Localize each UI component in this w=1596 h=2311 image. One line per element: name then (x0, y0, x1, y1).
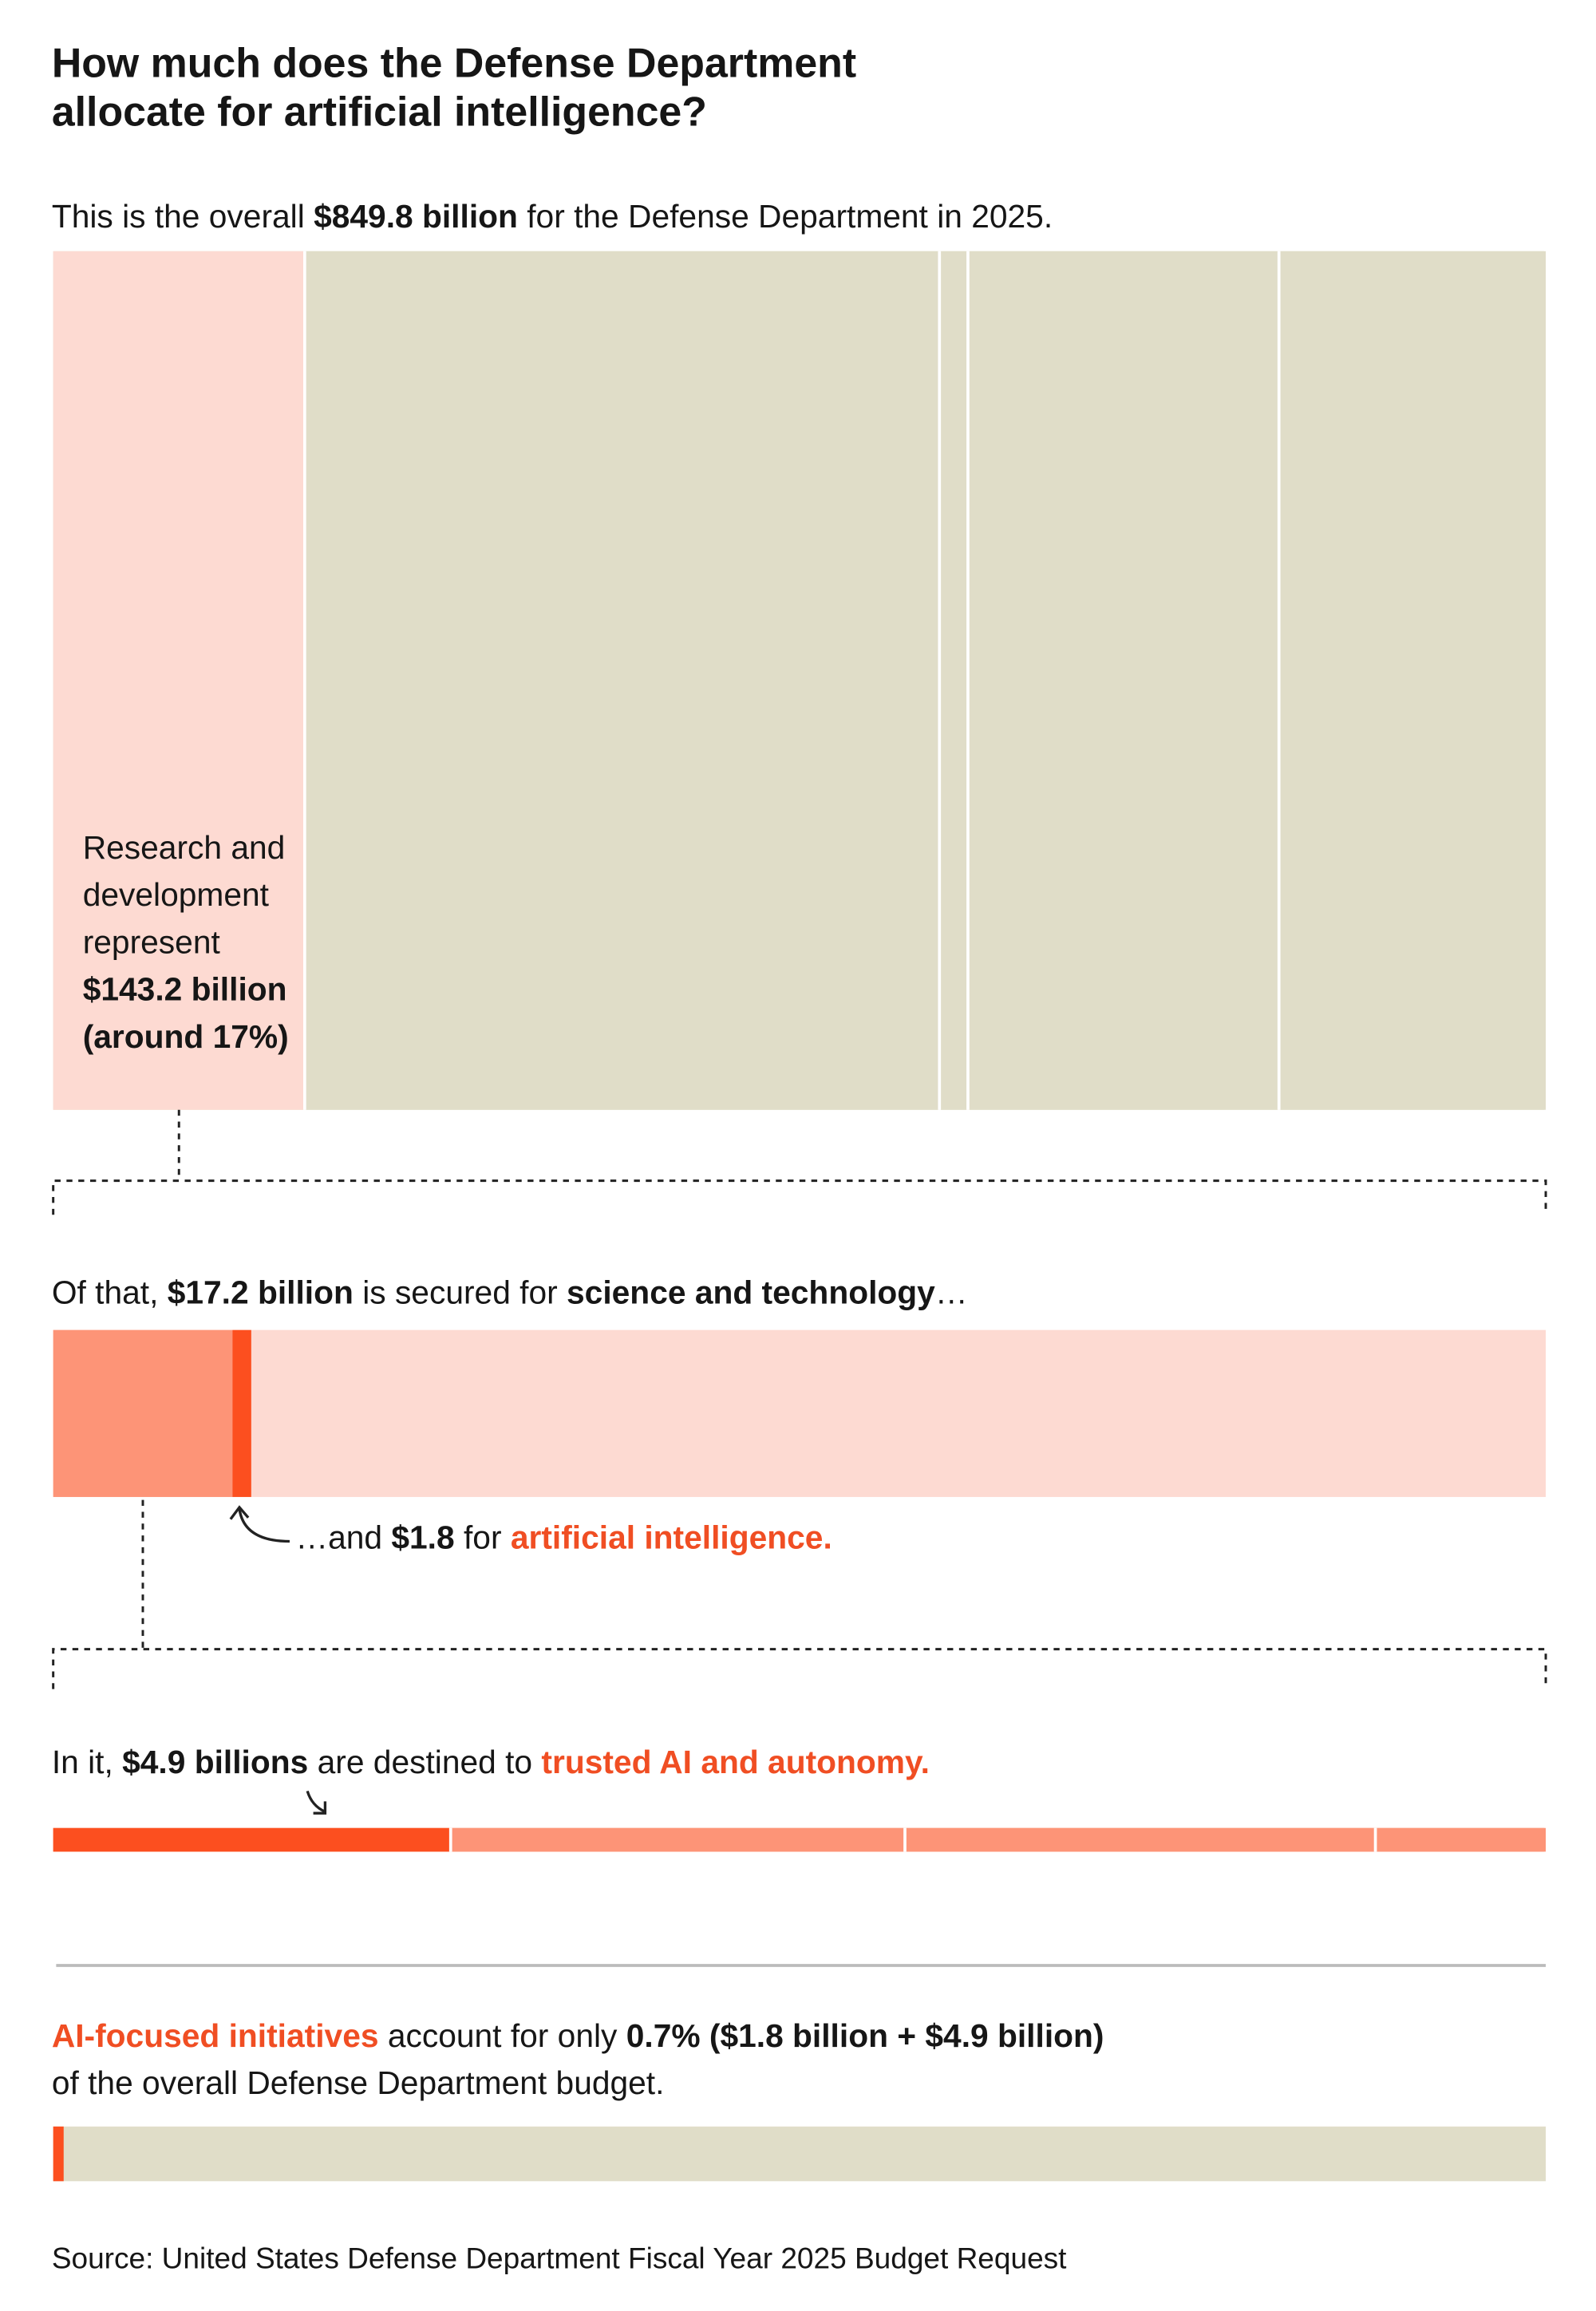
bar-segment (906, 1827, 1374, 1852)
text-run: development (83, 876, 270, 913)
text-run: account for only (379, 2017, 626, 2054)
text-run: of the overall Defense Department budget… (52, 2064, 665, 2101)
text-run: … (935, 1274, 968, 1310)
segment-label: (around 17%) (83, 1018, 289, 1055)
caption: AI-focused initiatives account for only … (52, 2017, 1104, 2054)
note-arrow (238, 1508, 290, 1543)
caption: of the overall Defense Department budget… (52, 2064, 665, 2101)
annotation: …and $1.8 for artificial intelligence. (295, 1519, 832, 1556)
title: How much does the Defense Department (52, 39, 856, 85)
text-run: are destined to (308, 1744, 541, 1780)
text-run: Of that, (52, 1274, 168, 1310)
caption-arrow (306, 1790, 327, 1815)
text-run: $143.2 billion (83, 971, 287, 1008)
text-run: is secured for (354, 1274, 567, 1310)
text-run: Research and (83, 829, 286, 866)
text-run: This is the overall (52, 198, 314, 235)
text-run: trusted AI and autonomy. (541, 1744, 930, 1780)
bar-segment (969, 251, 1278, 1110)
text-run: $4.9 billions (122, 1744, 308, 1780)
connector (52, 1499, 1547, 1689)
source: Source: United States Defense Department… (52, 2242, 1067, 2275)
bar-segment (452, 1827, 904, 1852)
bar-segment (1377, 1827, 1545, 1852)
text-run: $17.2 billion (168, 1274, 354, 1310)
text-run: (around 17%) (83, 1018, 289, 1055)
bar-segment (306, 251, 938, 1110)
text-run: for the Defense Department in 2025. (518, 198, 1053, 235)
segment-label: represent (83, 923, 221, 960)
text-run: $1.8 (391, 1519, 454, 1556)
bar-segment (53, 1329, 233, 1497)
bar-segment (53, 2126, 64, 2182)
bar-segment (232, 1329, 251, 1497)
bar-segment (53, 1827, 449, 1852)
caption: In it, $4.9 billions are destined to tru… (52, 1744, 930, 1780)
text-run: …and (295, 1519, 391, 1556)
bar-total (53, 1329, 1547, 1497)
caption: Of that, $17.2 billion is secured for sc… (52, 1274, 968, 1310)
text-run: for (455, 1519, 511, 1556)
text-run: $849.8 billion (314, 198, 518, 235)
caption: This is the overall $849.8 billion for t… (52, 198, 1053, 235)
text-run: In it, (52, 1744, 122, 1780)
segment-label: development (83, 876, 270, 913)
title: allocate for artificial intelligence? (52, 88, 707, 134)
text-run: represent (83, 923, 221, 960)
bar-segment (53, 251, 303, 1110)
segment-label: Research and (83, 829, 286, 866)
text-run: 0.7% ($1.8 billion + $4.9 billion) (626, 2017, 1104, 2054)
text-run: AI-focused initiatives (52, 2017, 379, 2054)
connector (52, 1109, 1547, 1215)
segment-label: $143.2 billion (83, 971, 287, 1008)
text-run: science and technology (567, 1274, 935, 1310)
note-arrowhead (229, 1505, 250, 1520)
bar-total (53, 2126, 1547, 2182)
text-run: artificial intelligence. (511, 1519, 832, 1556)
bar-segment (941, 251, 967, 1110)
bar-segment (1280, 251, 1545, 1110)
